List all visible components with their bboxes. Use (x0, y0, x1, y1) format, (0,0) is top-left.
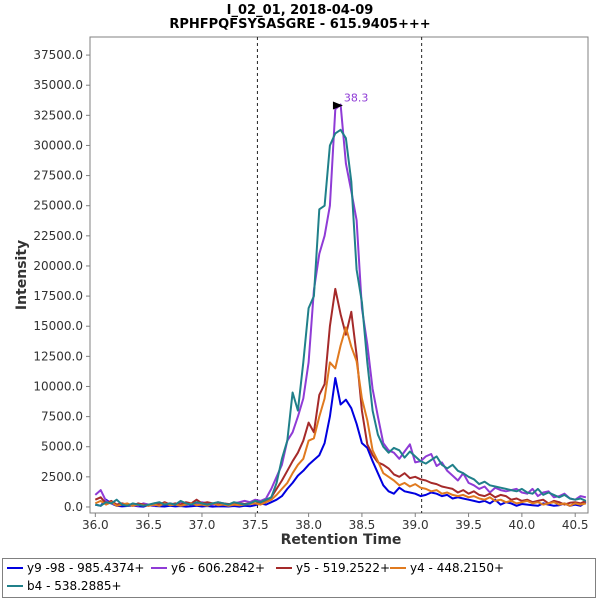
y-tick-label: 25000.0 (33, 199, 83, 213)
legend-item-y6: y6 - 606.2842+ (151, 561, 265, 575)
y-tick-label: 10000.0 (33, 379, 83, 393)
y-axis-ticks: 0.0 2500.0 5000.0 7500.0 10000.0 12500.0 15000… (33, 48, 90, 514)
legend-label-y5: y5 - 519.2522+ (296, 561, 391, 575)
chart-title-line-1: I_02_01, 2018-04-09 (227, 3, 374, 18)
y-tick-label: 17500.0 (33, 289, 83, 303)
series-line-4 (95, 128, 587, 507)
x-tick-label: 39.5 (455, 518, 482, 532)
x-axis-ticks: 36.0 36.5 37.0 37.5 38.0 38.5 39.0 39.5 40.0 40.5 (82, 513, 589, 532)
legend-swatch-y5 (276, 567, 292, 569)
legend-item-y5: y5 - 519.2522+ (276, 561, 390, 575)
y-tick-label: 22500.0 (33, 229, 83, 243)
x-tick-label: 36.5 (135, 518, 162, 532)
legend-label-y9: y9 -98 - 985.4374+ (27, 561, 145, 575)
peak-marker-triangle (332, 101, 343, 110)
y-tick-label: 35000.0 (33, 78, 83, 92)
plot-area (89, 36, 589, 514)
series-line-0 (95, 377, 587, 508)
series-layer (94, 103, 587, 508)
y-axis-label: Intensity (14, 240, 30, 310)
y-tick-label: 20000.0 (33, 259, 83, 273)
y-tick-label: 30000.0 (33, 138, 83, 152)
legend-swatch-y4 (390, 567, 406, 569)
y-tick-label: 32500.0 (33, 108, 83, 122)
x-tick-label: 39.0 (402, 518, 429, 532)
x-tick-label: 40.0 (509, 518, 536, 532)
y-tick-label: 5000.0 (41, 440, 83, 454)
legend-label-y4: y4 - 448.2150+ (410, 561, 505, 575)
legend-swatch-y6 (151, 567, 167, 569)
chart-title-line-2: RPHFPQFSYSASGRE - 615.9405+++ (169, 17, 430, 32)
x-axis-label: Retention Time (281, 532, 402, 548)
y-tick-label: 37500.0 (33, 48, 83, 62)
legend-item-y4: y4 - 448.2150+ (390, 561, 504, 575)
y-tick-label: 2500.0 (41, 470, 83, 484)
legend-label-y6: y6 - 606.2842+ (171, 561, 266, 575)
y-tick-label: 27500.0 (33, 169, 83, 183)
legend: y9 -98 - 985.4374+ y6 - 606.2842+ y5 - 5… (2, 558, 596, 598)
x-tick-label: 37.0 (189, 518, 216, 532)
x-tick-label: 37.5 (242, 518, 269, 532)
y-tick-label: 15000.0 (33, 319, 83, 333)
x-tick-label: 36.0 (82, 518, 109, 532)
y-tick-label: 7500.0 (41, 410, 83, 424)
legend-item-b4: b4 - 538.2885+ (7, 579, 122, 593)
peak-annotation: 38.3 (332, 91, 369, 110)
y-tick-label: 12500.0 (33, 349, 83, 363)
legend-label-b4: b4 - 538.2885+ (27, 579, 122, 593)
x-tick-label: 38.0 (295, 518, 322, 532)
peak-label: 38.3 (344, 91, 369, 104)
x-tick-label: 40.5 (562, 518, 589, 532)
integration-bounds (256, 37, 423, 513)
legend-swatch-y9 (7, 567, 23, 569)
legend-item-y9: y9 -98 - 985.4374+ (7, 561, 144, 575)
series-line-3 (94, 326, 587, 507)
legend-swatch-b4 (7, 585, 23, 587)
y-tick-label: 0.0 (64, 500, 83, 514)
x-tick-label: 38.5 (349, 518, 376, 532)
